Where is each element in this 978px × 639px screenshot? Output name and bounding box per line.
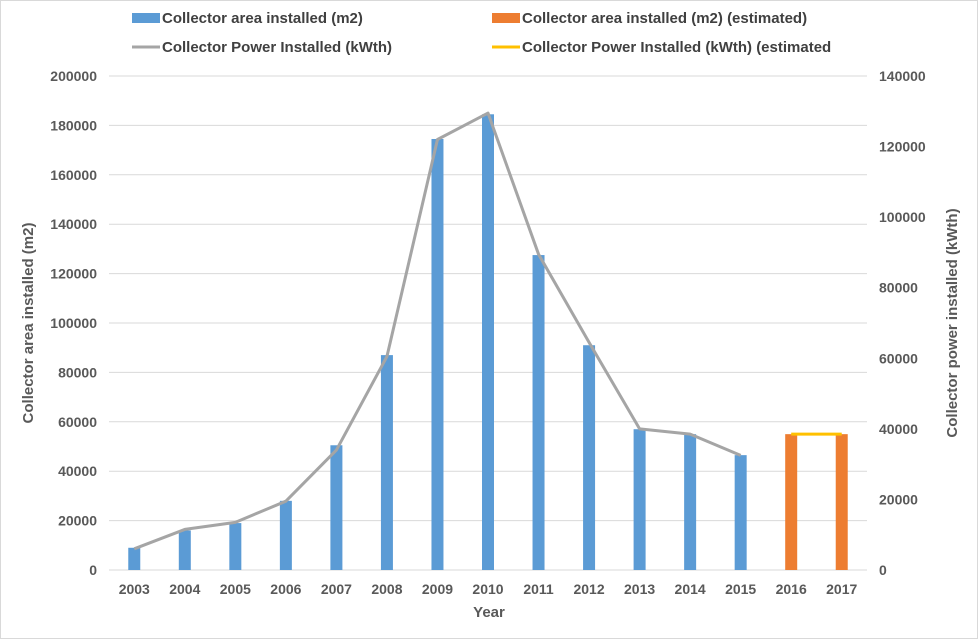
- y2-tick-label: 120000: [879, 139, 926, 155]
- x-tick-label: 2013: [624, 581, 655, 597]
- x-tick-label: 2012: [573, 581, 604, 597]
- y-axis-ticks: 0 20000 40000 60000 80000 100000 120000 140000 1…: [50, 68, 97, 578]
- y2-tick-label: 20000: [879, 491, 918, 507]
- x-tick-label: 2010: [472, 581, 503, 597]
- bar: [380, 355, 393, 570]
- bar: [482, 114, 494, 570]
- y-tick-label: 40000: [58, 463, 97, 479]
- legend-label-area-estimated: Collector area installed (m2) (estimated…: [522, 10, 807, 27]
- y-tick-label: 100000: [50, 315, 97, 331]
- bar: [532, 255, 545, 570]
- x-tick-label: 2008: [371, 581, 402, 597]
- legend-swatch-area-estimated: [492, 13, 520, 23]
- x-axis-title: Year: [473, 604, 505, 621]
- bar: [633, 429, 646, 570]
- x-tick-label: 2005: [220, 581, 251, 597]
- y-tick-label: 80000: [58, 364, 97, 380]
- legend-swatch-area: [132, 13, 160, 23]
- y2-axis-ticks: 0 20000 40000 60000 80000 100000 120000 140000: [879, 68, 926, 578]
- bar: [734, 455, 747, 570]
- y2-tick-label: 0: [879, 562, 887, 578]
- x-tick-label: 2009: [422, 581, 453, 597]
- y-axis-title: Collector area installed (m2): [20, 223, 37, 424]
- y2-tick-label: 140000: [879, 68, 926, 84]
- y2-tick-label: 40000: [879, 421, 918, 437]
- y-tick-label: 20000: [58, 513, 97, 529]
- y2-tick-label: 100000: [879, 209, 926, 225]
- legend-item-power: Collector Power Installed (kWth): [132, 39, 392, 56]
- x-tick-label: 2003: [119, 581, 150, 597]
- y-tick-label: 60000: [58, 414, 97, 430]
- bar: [431, 138, 444, 571]
- y2-axis-title: Collector power installed (kWth): [944, 208, 961, 437]
- legend-item-area: Collector area installed (m2): [132, 10, 363, 27]
- bar: [684, 434, 697, 570]
- legend-label-area: Collector area installed (m2): [162, 10, 363, 27]
- y-tick-label: 140000: [50, 216, 97, 232]
- x-axis-ticks: 2003 2004 2005 2006 2007 2008 2009 2010 2011 2012…: [119, 581, 858, 597]
- y2-tick-label: 60000: [879, 350, 918, 366]
- x-tick-label: 2014: [675, 581, 706, 597]
- bar: [835, 434, 848, 570]
- legend-item-power-estimated: Collector Power Installed (kWth) (estima…: [492, 39, 831, 56]
- x-tick-label: 2011: [523, 581, 554, 597]
- x-tick-label: 2015: [725, 581, 756, 597]
- y-tick-label: 180000: [50, 117, 97, 133]
- y-tick-label: 120000: [50, 266, 97, 282]
- bar: [178, 530, 191, 570]
- bar: [583, 345, 596, 570]
- x-tick-label: 2007: [321, 581, 352, 597]
- x-tick-label: 2004: [169, 581, 200, 597]
- y2-tick-label: 80000: [879, 280, 918, 296]
- bar: [330, 445, 343, 570]
- legend: Collector area installed (m2) Collector …: [132, 10, 831, 56]
- bars: [128, 114, 848, 571]
- x-tick-label: 2006: [270, 581, 301, 597]
- bar: [785, 434, 798, 570]
- series-line: [133, 111, 742, 551]
- y-tick-label: 200000: [50, 68, 97, 84]
- legend-item-area-estimated: Collector area installed (m2) (estimated…: [492, 10, 807, 27]
- x-tick-label: 2017: [826, 581, 857, 597]
- bar: [128, 547, 141, 570]
- y-tick-label: 0: [89, 562, 97, 578]
- legend-label-power-estimated: Collector Power Installed (kWth) (estima…: [522, 39, 831, 56]
- x-tick-label: 2016: [776, 581, 807, 597]
- bar: [229, 523, 242, 570]
- y-tick-label: 160000: [50, 167, 97, 183]
- lines: [133, 111, 842, 551]
- bar: [279, 500, 292, 570]
- legend-label-power: Collector Power Installed (kWth): [162, 39, 392, 56]
